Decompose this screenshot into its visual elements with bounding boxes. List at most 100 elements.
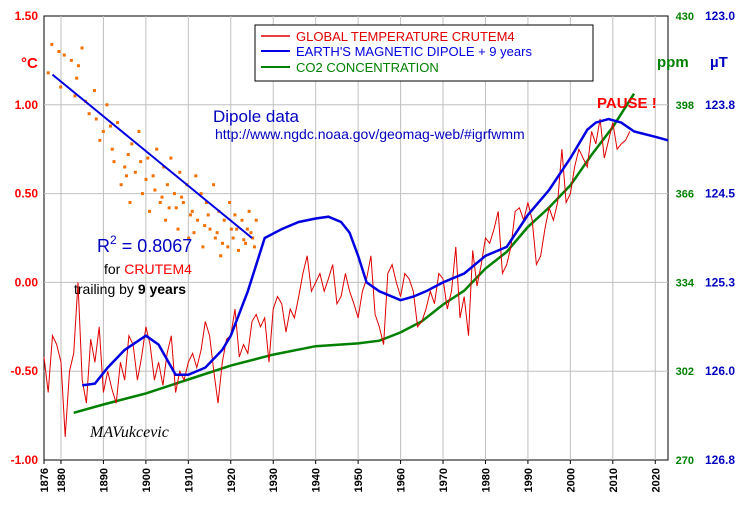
scatter-point [244, 241, 248, 245]
scatter-point [76, 64, 80, 68]
scatter-point [46, 71, 50, 75]
scatter-point [155, 147, 159, 151]
trailing-prefix: trailing by [74, 281, 138, 297]
x-axis-tick-label: 2000 [565, 468, 577, 492]
x-axis-tick-label: 1940 [311, 468, 323, 492]
ppm-axis-tick-label: 366 [676, 189, 694, 201]
scatter-point [222, 218, 226, 222]
scatter-point [201, 245, 205, 249]
scatter-point [194, 174, 198, 178]
scatter-point [188, 213, 192, 217]
scatter-point [252, 245, 256, 249]
trailing-value: 9 years [138, 281, 186, 297]
for-prefix: for [104, 261, 124, 277]
ut-axis-tick-label: 126.8 [705, 453, 735, 467]
scatter-point [245, 227, 249, 231]
left-axis-tick-label: 0.50 [15, 187, 39, 201]
scatter-point [176, 227, 180, 231]
scatter-point [249, 231, 253, 235]
ppm-axis-tick-label: 270 [676, 455, 694, 467]
ut-unit-label: µT [710, 54, 728, 71]
legend: GLOBAL TEMPERATURE CRUTEM4 EARTH'S MAGNE… [254, 24, 594, 82]
scatter-point [151, 174, 155, 178]
legend-label-dipole: EARTH'S MAGNETIC DIPOLE + 9 years [296, 44, 532, 59]
scatter-point [59, 85, 63, 89]
scatter-point [126, 153, 130, 157]
ppm-axis-tick-label: 334 [676, 277, 695, 289]
ut-axis-tick-label: 126.0 [705, 364, 735, 378]
x-axis-tick-label: 1950 [353, 468, 365, 492]
dipole-data-url: http://www.ngdc.noaa.gov/geomag-web/#igr… [215, 126, 525, 142]
scatter-point [50, 42, 54, 46]
scatter-point [219, 254, 223, 258]
x-axis-tick-label: 1930 [268, 468, 280, 492]
scatter-point [228, 200, 232, 204]
ut-axis-tick-label: 125.3 [705, 275, 735, 289]
x-axis-tick-label: 1900 [141, 468, 153, 492]
scatter-point [133, 170, 137, 174]
legend-box [254, 24, 594, 82]
scatter-point [123, 165, 127, 169]
scatter-point [229, 227, 233, 231]
scatter-point [231, 236, 235, 240]
scatter-point [105, 103, 109, 107]
scatter-point [190, 209, 194, 213]
scatter-point [153, 188, 157, 192]
dipole-scatter [46, 42, 258, 258]
r-squared-label: R2 = 0.8067 [97, 233, 192, 256]
scatter-point [254, 218, 258, 222]
left-axis-tick-label: -1.00 [11, 453, 39, 467]
scatter-point [167, 206, 171, 210]
scatter-point [187, 236, 191, 240]
scatter-point [169, 156, 173, 160]
ut-axis-tick-label: 123.0 [705, 9, 735, 23]
scatter-point [192, 231, 196, 235]
scatter-point [251, 236, 255, 240]
scatter-point [69, 58, 73, 62]
x-axis-tick-label: 1880 [56, 468, 68, 492]
scatter-point [178, 170, 182, 174]
scatter-point [203, 224, 207, 228]
dipole-data-title: Dipole data [213, 107, 300, 126]
left-axis-tick-label: 1.00 [15, 98, 39, 112]
ppm-axis-tick-label: 302 [676, 366, 694, 378]
scatter-point [73, 94, 77, 98]
scatter-point [165, 183, 169, 187]
x-axis-tick-label: 1876 [39, 468, 51, 492]
x-axis-tick-label: 1970 [438, 468, 450, 492]
scatter-point [196, 218, 200, 222]
scatter-point [164, 218, 168, 222]
scatter-point [208, 227, 212, 231]
scatter-point [57, 50, 61, 54]
scatter-point [180, 195, 184, 199]
left-axis-tick-label: 0.00 [15, 275, 39, 289]
scatter-point [101, 129, 105, 133]
scatter-point [87, 112, 91, 116]
scatter-point [124, 174, 128, 178]
left-axis-tick-label: 1.50 [15, 9, 39, 23]
ut-axis-tick-label: 123.8 [705, 98, 735, 112]
ppm-axis-tick-label: 430 [676, 11, 694, 23]
scatter-point [112, 160, 116, 164]
x-axis-tick-label: 2020 [650, 468, 662, 492]
scatter-point [119, 183, 123, 187]
scatter-point [240, 218, 244, 222]
scatter-point [235, 227, 239, 231]
scatter-point [140, 192, 144, 196]
ut-axis-tick-label: 124.5 [705, 187, 735, 201]
scatter-point [94, 117, 98, 121]
scatter-point [174, 206, 178, 210]
r-squared-r: R [97, 236, 110, 256]
scatter-point [213, 236, 217, 240]
scatter-point [220, 241, 224, 245]
plot-area-frame [43, 15, 669, 461]
ppm-axis-tick-label: 398 [676, 100, 694, 112]
scatter-point [116, 121, 120, 125]
signature: MAVukcevic [89, 424, 169, 441]
scatter-point [160, 195, 164, 199]
scatter-point [137, 129, 141, 133]
scatter-point [108, 124, 112, 128]
ut-axis-ticks: 123.0 123.8 124.5 125.3 126.0 126.8 [705, 9, 735, 467]
left-axis-tick-label: -0.50 [11, 364, 39, 378]
